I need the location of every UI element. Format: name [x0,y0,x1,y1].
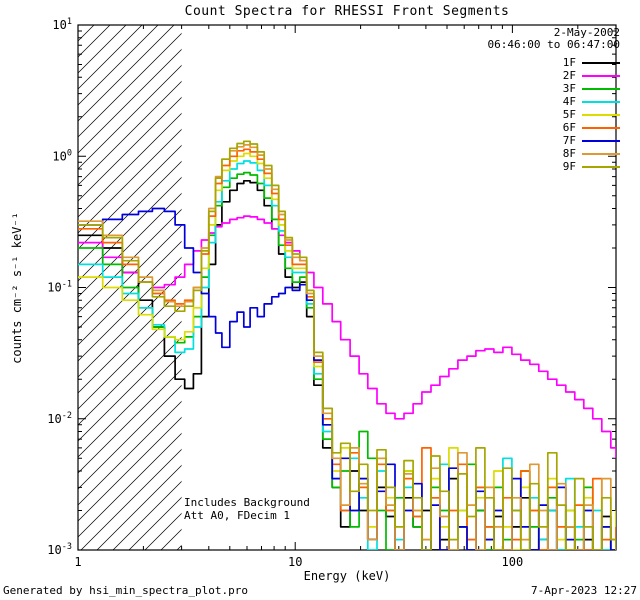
legend-color-line [582,100,620,103]
legend-color-line [582,74,620,77]
y-tick-label: 10-3 [47,542,72,557]
legend-entry-6F: 6F [488,121,620,134]
footer-timestamp: 7-Apr-2023 12:27 [531,584,637,597]
legend-color-line [582,61,620,64]
series-4F [78,160,616,550]
legend-entry-label: 5F [562,107,576,121]
x-tick-label: 100 [502,555,524,569]
series-3F [78,171,616,550]
legend-color-line [582,126,620,129]
series-2F [78,215,616,459]
y-axis-label: counts cm⁻² s⁻¹ keV⁻¹ [10,212,24,364]
legend-entry-8F: 8F [488,147,620,160]
series-6F [78,148,616,550]
legend-entry-5F: 5F [488,108,620,121]
legend-entry-label: 3F [562,81,576,95]
legend-entry-label: 6F [562,120,576,134]
y-tick-label: 101 [52,17,72,32]
y-tick-label: 100 [52,148,72,163]
series-9F [78,140,616,550]
axis-ticks [77,24,617,551]
footer-generated-by: Generated by hsi_min_spectra_plot.pro [3,584,249,597]
legend-entry-2F: 2F [488,69,620,82]
legend-date: 2-May-2002 [553,26,620,39]
x-tick-label: 10 [288,555,302,569]
series-5F [78,152,616,550]
series-8F [78,144,616,550]
legend-entries: 1F 2F 3F 4F 5F 6F 7F 8F 9F [488,56,620,173]
legend-entry-label: 2F [562,68,576,82]
legend-color-line [582,152,620,155]
legend-entry-label: 1F [562,55,576,69]
background-note: Includes Background [184,496,310,509]
plot-title: Count Spectra for RHESSI Front Segments [184,4,510,19]
legend-color-line [582,139,620,142]
plot-frame [77,24,617,551]
y-tick-label: 10-1 [47,280,72,295]
legend-entry-1F: 1F [488,56,620,69]
series-1F [78,179,616,550]
series-7F [78,207,616,550]
attenuator-note: Att A0, FDecim 1 [184,509,290,522]
legend-entry-label: 4F [562,94,576,108]
legend-entry-3F: 3F [488,82,620,95]
legend-entry-9F: 9F [488,160,620,173]
legend-time-range: 06:46:00 to 06:47:00 [487,38,620,51]
legend-color-line [582,87,620,90]
x-tick-label: 1 [74,555,81,569]
y-tick-label: 10-2 [47,411,72,426]
legend: 2-May-2002 06:46:00 to 06:47:00 1F 2F 3F 4F… [488,27,620,173]
legend-color-line [582,113,620,116]
legend-entry-4F: 4F [488,95,620,108]
x-axis-label: Energy (keV) [303,569,391,583]
legend-entry-label: 8F [562,146,576,160]
legend-color-line [582,165,620,168]
legend-entry-label: 7F [562,133,576,147]
legend-entry-label: 9F [562,159,576,173]
legend-entry-7F: 7F [488,134,620,147]
